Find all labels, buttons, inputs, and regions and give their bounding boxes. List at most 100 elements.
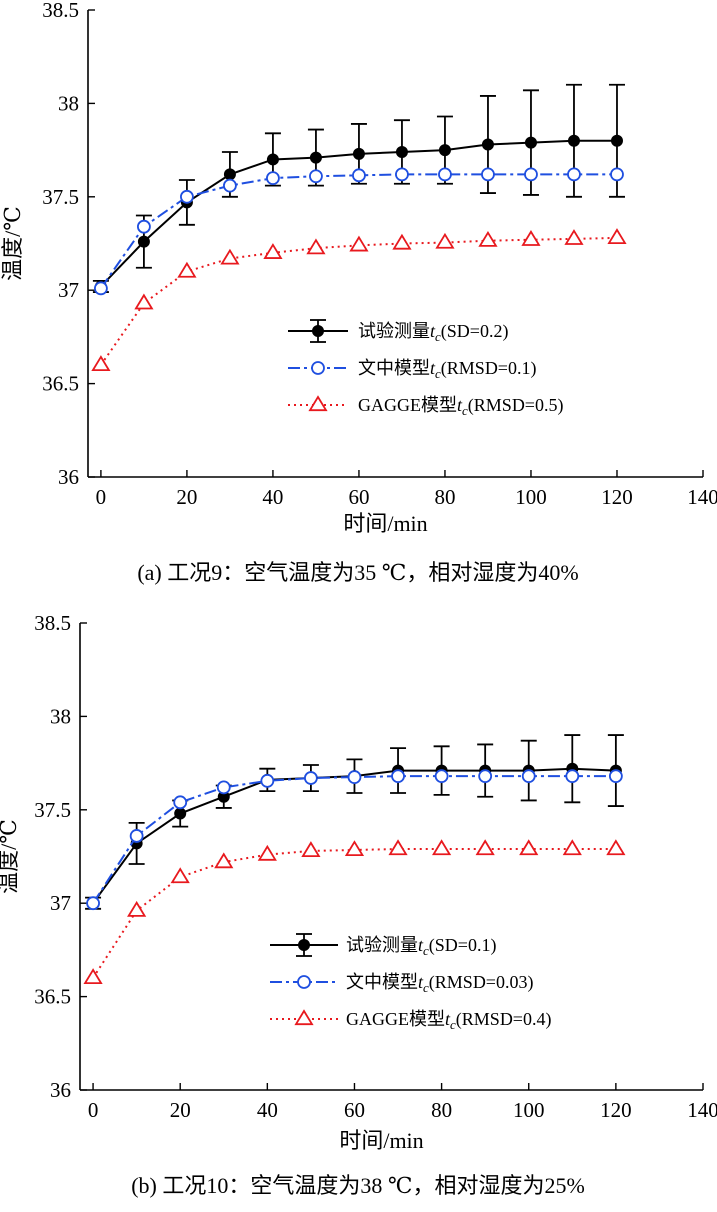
x-tick-label: 80 [434, 485, 455, 509]
data-point [391, 769, 405, 784]
data-point [435, 232, 455, 249]
data-point [392, 233, 412, 250]
data-point [308, 395, 328, 412]
y-tick-label: 36.5 [34, 985, 71, 1009]
data-point [170, 867, 190, 884]
x-axis-label: 时间/min [339, 1128, 423, 1153]
x-tick-label: 0 [88, 1098, 99, 1122]
data-point [606, 839, 626, 856]
data-point [608, 769, 623, 784]
data-point [311, 361, 325, 375]
data-point [214, 852, 234, 869]
y-tick-label: 37 [58, 278, 79, 302]
chart-panel-a: 0 20 40 60 80 100 120 140 36 36.5 37 37.5 38 38.5 时间/m… [0, 0, 717, 585]
legend-label-suffix: (RMSD=0.03) [429, 972, 534, 993]
data-point [519, 839, 539, 856]
y-axis-label: 温度/℃ [0, 206, 25, 281]
data-point [388, 839, 408, 856]
data-point [567, 134, 580, 147]
data-point [137, 219, 151, 234]
data-point [564, 229, 584, 245]
data-point [610, 134, 623, 147]
data-point [481, 138, 494, 151]
y-tick-label: 38.5 [34, 611, 71, 635]
x-tick-label: 40 [262, 485, 283, 509]
y-tick-label: 36 [50, 1078, 71, 1102]
data-point [216, 780, 231, 795]
legend-label-prefix: GAGGE模型 [358, 395, 457, 415]
data-point [263, 243, 283, 259]
data-point [565, 769, 580, 784]
y-tick-label: 37 [50, 891, 71, 915]
data-point [177, 261, 197, 278]
y-tick-label: 38.5 [42, 0, 79, 22]
y-tick-label: 38 [50, 704, 71, 728]
legend-label: 试验测量tc(SD=0.1) [346, 935, 496, 958]
legend-label-sub: c [423, 943, 429, 958]
legend-label-suffix: (RMSD=0.1) [441, 358, 537, 379]
legend-label: 文中模型tc(RMSD=0.1) [358, 358, 536, 381]
data-point [432, 839, 452, 856]
data-point [306, 238, 326, 255]
x-tick-label: 120 [600, 1098, 632, 1122]
data-point [173, 795, 188, 810]
y-tick-label: 36.5 [42, 372, 79, 396]
data-point [312, 325, 324, 337]
x-tick-label: 20 [176, 485, 197, 509]
data-point [395, 167, 409, 182]
legend-label-prefix: GAGGE模型 [346, 1009, 445, 1029]
data-point [129, 829, 144, 843]
series-1 [86, 769, 623, 911]
legend-label: 文中模型tc(RMSD=0.03) [346, 972, 533, 995]
legend-label-sub: c [462, 403, 468, 418]
data-point [266, 153, 279, 166]
series-line [92, 775, 616, 904]
chart-panel-b: 0 20 40 60 80 100 120 140 36 36.5 37 37.5 38 38.5 时间/m… [0, 611, 717, 1198]
y-tick-label: 38 [58, 91, 79, 115]
data-point [347, 770, 362, 785]
data-point [309, 169, 323, 184]
legend-label-prefix: 试验测量 [346, 935, 418, 955]
data-point [309, 151, 322, 164]
data-point [83, 968, 103, 985]
legend-label-suffix: (RMSD=0.4) [456, 1009, 552, 1030]
legend-label-prefix: 文中模型 [346, 972, 418, 992]
x-tick-label: 100 [513, 1098, 545, 1122]
series-line [100, 173, 617, 289]
x-tick-label: 100 [515, 485, 547, 509]
legend-label-sub: c [435, 366, 441, 381]
series-0 [92, 83, 625, 293]
x-tick-label: 60 [344, 1098, 365, 1122]
chart-caption: (b) 工况10：空气温度为38 ℃，相对湿度为25% [131, 1173, 585, 1198]
data-point [352, 168, 366, 183]
legend-label-var: t [457, 395, 463, 415]
legend-label-prefix: 文中模型 [358, 358, 430, 378]
data-point [298, 939, 310, 951]
data-point [294, 1009, 314, 1026]
data-point [127, 900, 147, 917]
series-2 [91, 228, 627, 372]
data-point [257, 844, 277, 861]
y-tick-label: 36 [58, 465, 79, 489]
data-point [304, 771, 318, 785]
legend-label-var: t [418, 972, 424, 992]
legend-label-var: t [430, 321, 436, 341]
legend: 试验测量tc(SD=0.1) 文中模型tc(RMSD=0.03) GAGGE模型 tc… [270, 933, 552, 1032]
data-point [223, 178, 237, 193]
x-tick-label: 140 [687, 1098, 717, 1122]
series-2 [83, 839, 626, 985]
data-point [481, 167, 495, 182]
legend-label: 试验测量tc(SD=0.2) [358, 321, 508, 344]
legend-label-sub: c [435, 329, 441, 344]
x-tick-label: 120 [601, 485, 633, 509]
legend-label-prefix: 试验测量 [358, 321, 430, 341]
data-point [478, 769, 493, 784]
data-point [297, 975, 311, 989]
data-point [438, 167, 452, 182]
data-point [91, 355, 111, 372]
data-point [301, 841, 321, 857]
legend-label-var: t [430, 358, 436, 378]
data-point [344, 840, 365, 857]
